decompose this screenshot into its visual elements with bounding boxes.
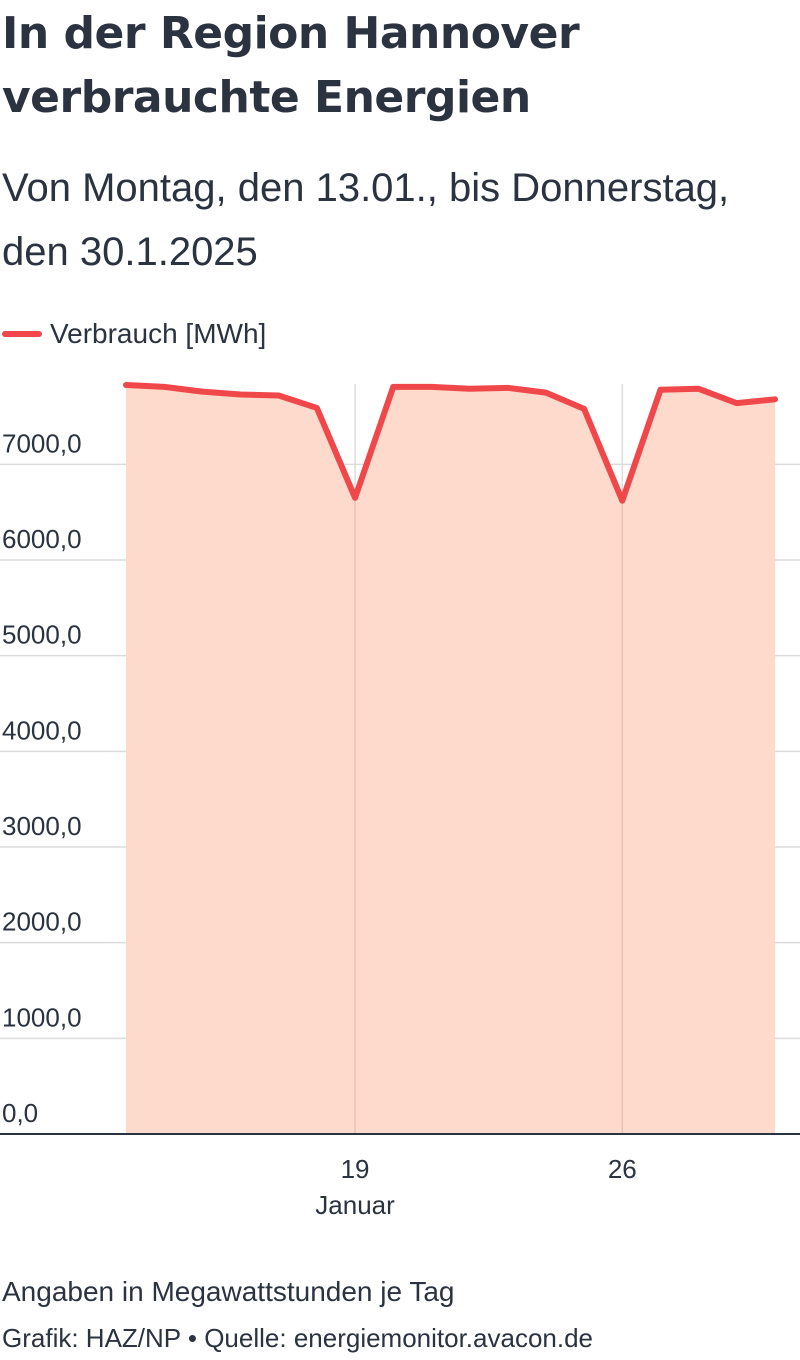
data-point xyxy=(276,392,282,398)
legend-line-swatch xyxy=(2,331,42,337)
x-axis: 19 Januar 26 xyxy=(0,1133,800,1220)
y-tick-label: 4000,0 xyxy=(2,715,82,745)
y-axis-labels: 0,0 1000,0 2000,0 3000,0 4000,0 5000,0 6000,0 7… xyxy=(2,428,82,1128)
y-tick-label: 6000,0 xyxy=(2,524,82,554)
chart-area: 0,0 1000,0 2000,0 3000,0 4000,0 5000,0 6000,0 7… xyxy=(0,381,800,1220)
data-point xyxy=(657,387,663,393)
legend-label: Verbrauch [MWh] xyxy=(50,318,267,349)
data-point xyxy=(696,386,702,392)
y-tick-label: 1000,0 xyxy=(2,1002,82,1032)
series-line-verbrauch xyxy=(123,381,778,504)
data-point xyxy=(352,495,358,501)
data-point xyxy=(390,384,396,390)
source-credit: Grafik: HAZ/NP • Quelle: energiemonitor.… xyxy=(2,1323,594,1353)
data-point xyxy=(123,382,129,388)
data-point xyxy=(734,400,740,406)
y-tick-label: 0,0 xyxy=(2,1098,38,1128)
chart-subtitle: Von Montag, den 13.01., bis Donnerstag, … xyxy=(2,166,730,274)
series-line-group xyxy=(123,381,778,504)
data-point xyxy=(314,405,320,411)
data-point xyxy=(199,389,205,395)
footnote: Angaben in Megawattstunden je Tag xyxy=(2,1276,455,1307)
data-point xyxy=(428,384,434,390)
area-fill-group xyxy=(126,384,775,1135)
x-tick-label: 19 xyxy=(341,1154,370,1184)
y-tick-label: 5000,0 xyxy=(2,620,82,650)
data-point xyxy=(161,384,167,390)
data-point xyxy=(543,390,549,396)
data-point xyxy=(581,406,587,412)
y-tick-label: 7000,0 xyxy=(2,428,82,458)
data-point xyxy=(619,498,625,504)
chart-title: In der Region Hannover verbrauchte Energ… xyxy=(2,8,580,123)
y-tick-label: 3000,0 xyxy=(2,811,82,841)
data-point xyxy=(505,385,511,391)
legend: Verbrauch [MWh] xyxy=(2,314,266,354)
data-point xyxy=(772,396,778,402)
x-tick-label: 26 xyxy=(608,1154,637,1184)
y-tick-label: 2000,0 xyxy=(2,907,82,937)
data-point xyxy=(467,386,473,392)
x-tick-sublabel: Januar xyxy=(315,1190,395,1220)
area-fill xyxy=(126,384,775,1135)
data-point xyxy=(238,392,244,398)
